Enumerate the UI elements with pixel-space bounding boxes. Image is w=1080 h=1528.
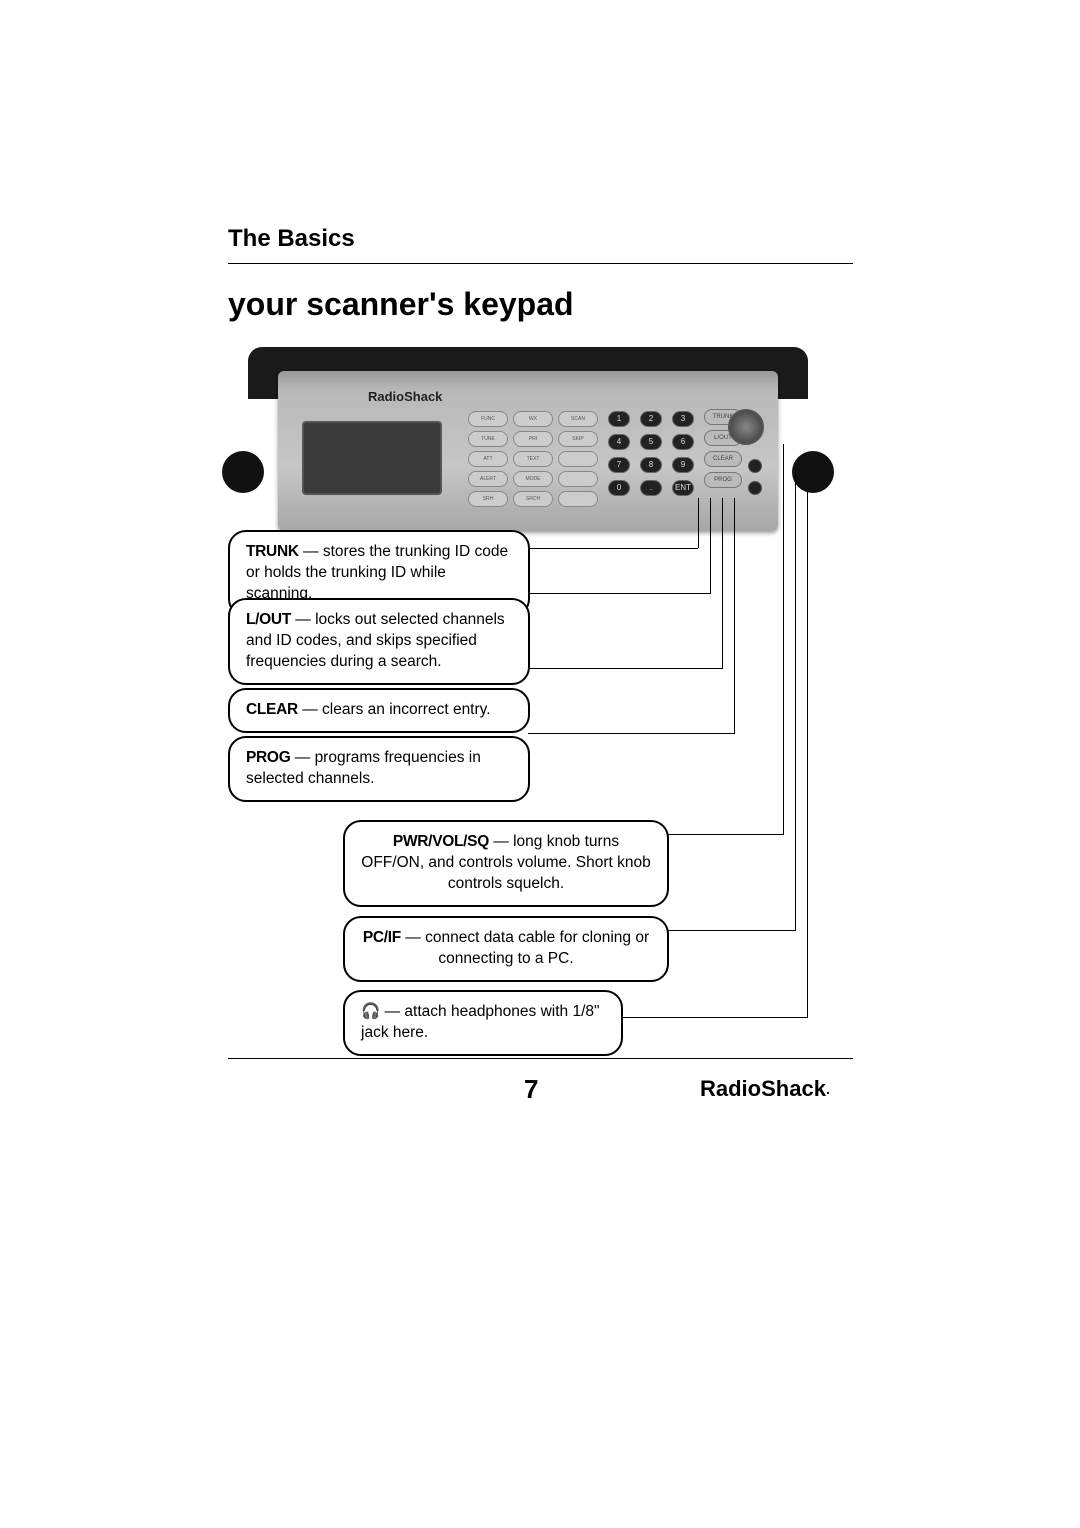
- callout-pwrvolsq: PWR/VOL/SQ — long knob turns OFF/ON, and…: [343, 820, 669, 907]
- callout-pcif-text: — connect data cable for cloning or conn…: [401, 929, 649, 967]
- scanner-device-illustration: RadioShack FUNCWXSCAN TUNEPRISKIP ATTTEX…: [248, 341, 808, 541]
- callout-prog-key: PROG: [246, 749, 290, 766]
- pcif-jack: [748, 459, 762, 473]
- device-brand-label: RadioShack: [368, 389, 442, 404]
- volume-knob: [728, 409, 764, 445]
- headphones-icon: 🎧: [361, 1003, 380, 1020]
- callout-pwr-key: PWR/VOL/SQ: [393, 833, 489, 850]
- callout-trunk-key: TRUNK: [246, 543, 299, 560]
- callout-lout-key: L/OUT: [246, 611, 291, 628]
- page-title: your scanner's keypad: [228, 286, 853, 323]
- callout-pcif: PC/IF — connect data cable for cloning o…: [343, 916, 669, 982]
- section-header: The Basics: [228, 225, 853, 264]
- callout-clear-text: — clears an incorrect entry.: [298, 701, 491, 718]
- callout-clear: CLEAR — clears an incorrect entry.: [228, 688, 530, 733]
- callout-pcif-key: PC/IF: [363, 929, 401, 946]
- callout-hp-text: — attach headphones with 1/8" jack here.: [361, 1003, 600, 1041]
- mount-knob-left: [222, 451, 264, 493]
- lcd-screen: [302, 421, 442, 495]
- callout-headphones: 🎧 — attach headphones with 1/8" jack her…: [343, 990, 623, 1056]
- footer-rule: [228, 1058, 853, 1059]
- page-number: 7: [524, 1074, 538, 1105]
- footer-brand: RadioShack.: [700, 1076, 830, 1102]
- callout-clear-key: CLEAR: [246, 701, 298, 718]
- callout-prog: PROG — programs frequencies in selected …: [228, 736, 530, 802]
- mount-knob-right: [792, 451, 834, 493]
- callout-lout: L/OUT — locks out selected channels and …: [228, 598, 530, 685]
- numeric-keypad: 123 456 789 0.ENT: [608, 411, 698, 496]
- headphone-jack: [748, 481, 762, 495]
- soft-button-grid: FUNCWXSCAN TUNEPRISKIP ATTTEXT ALERTMODE…: [468, 411, 598, 507]
